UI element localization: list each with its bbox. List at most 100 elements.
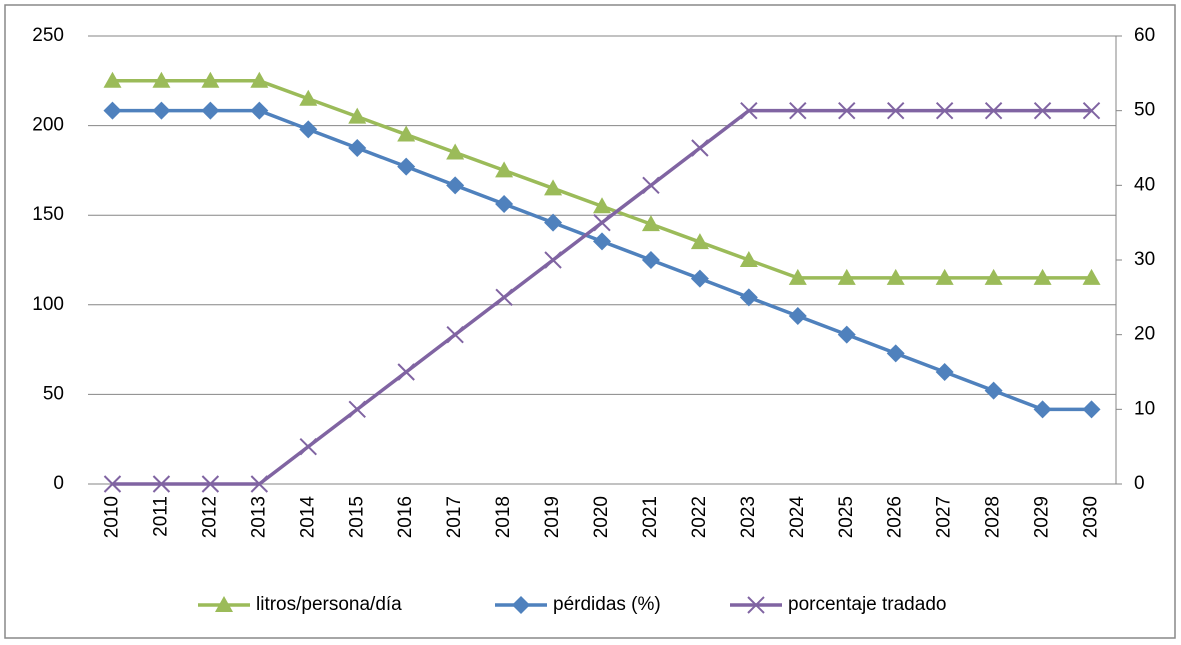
x-tick-label: 2025 [836, 496, 857, 538]
marker-diamond [690, 269, 709, 288]
y2-tick-label: 0 [1134, 473, 1145, 494]
marker-diamond [837, 325, 856, 344]
marker-diamond [446, 176, 465, 195]
x-tick-label: 2016 [395, 496, 416, 538]
x-tick-label: 2018 [493, 496, 514, 538]
y-tick-label: 100 [32, 294, 64, 315]
marker-diamond [299, 120, 318, 139]
marker-triangle [495, 161, 514, 178]
marker-diamond [739, 288, 758, 307]
marker-triangle [397, 125, 416, 142]
marker-diamond [984, 381, 1003, 400]
x-tick-label: 2029 [1032, 496, 1053, 538]
marker-x [1082, 101, 1101, 120]
marker-x [299, 437, 317, 456]
y2-tick-label: 10 [1134, 398, 1155, 419]
marker-triangle [788, 268, 807, 285]
marker-diamond [1082, 400, 1101, 419]
marker-triangle [690, 233, 709, 250]
marker-x [397, 363, 415, 381]
marker-triangle [641, 215, 660, 232]
marker-triangle [1082, 268, 1101, 285]
x-tick-label: 2013 [248, 496, 269, 538]
x-tick-label: 2026 [885, 496, 906, 538]
marker-x [348, 400, 366, 419]
marker-x [103, 475, 122, 493]
legend-label: porcentaje tradado [788, 594, 946, 615]
x-tick-label: 2022 [689, 496, 710, 538]
y-tick-label: 150 [32, 204, 64, 225]
marker-diamond [201, 101, 220, 120]
x-tick-label: 2030 [1081, 496, 1102, 538]
marker-diamond [641, 251, 660, 269]
marker-x [201, 475, 220, 493]
legend-label: pérdidas (%) [553, 594, 661, 615]
x-tick-label: 2027 [934, 496, 955, 538]
x-tick-label: 2024 [787, 496, 808, 539]
marker-x [691, 139, 709, 157]
marker-diamond [593, 232, 611, 251]
marker-diamond [495, 195, 514, 213]
x-tick-label: 2020 [591, 496, 612, 538]
y2-tick-label: 50 [1134, 100, 1155, 121]
marker-triangle [739, 251, 758, 267]
marker-triangle [984, 268, 1003, 285]
y2-tick-label: 20 [1134, 324, 1155, 345]
marker-diamond [1033, 400, 1052, 419]
marker-triangle [201, 71, 220, 88]
x-tick-label: 2023 [738, 496, 759, 538]
x-tick-label: 2011 [150, 496, 171, 537]
y2-tick-label: 60 [1134, 25, 1155, 46]
y2-tick-label: 40 [1134, 174, 1155, 195]
x-tick-label: 2021 [640, 496, 661, 538]
marker-diamond [788, 307, 807, 325]
marker-triangle [1033, 268, 1052, 285]
marker-x [1033, 101, 1052, 120]
x-tick-label: 2014 [297, 496, 318, 539]
x-tick-label: 2028 [983, 496, 1004, 538]
marker-x [887, 101, 905, 120]
marker-triangle [446, 143, 465, 160]
chart-border [4, 4, 1176, 639]
marker-triangle [152, 71, 171, 88]
marker-triangle [935, 268, 954, 285]
marker-diamond [250, 101, 269, 120]
x-tick-label: 2017 [444, 496, 465, 538]
marker-x [446, 325, 464, 344]
x-tick-label: 2010 [101, 496, 122, 538]
marker-x [642, 176, 660, 195]
legend-marker [512, 596, 530, 614]
marker-triangle [593, 197, 611, 214]
marker-triangle [837, 268, 856, 285]
marker-diamond [397, 157, 416, 176]
x-tick-label: 2015 [346, 496, 367, 538]
marker-diamond [544, 213, 563, 232]
y-tick-label: 250 [32, 25, 64, 46]
y-tick-label: 200 [32, 115, 64, 136]
marker-x [740, 101, 758, 120]
marker-triangle [299, 89, 318, 106]
marker-triangle [544, 179, 563, 196]
marker-triangle [348, 107, 367, 124]
x-tick-label: 2019 [542, 496, 563, 538]
marker-x [495, 288, 513, 307]
marker-x [593, 213, 611, 232]
marker-diamond [348, 139, 367, 157]
x-tick-label: 2012 [199, 496, 220, 538]
marker-x [935, 101, 954, 120]
marker-x [984, 101, 1003, 120]
legend-marker [215, 596, 233, 612]
marker-triangle [103, 71, 122, 88]
marker-x [152, 475, 171, 493]
y-tick-label: 0 [53, 473, 64, 494]
y2-tick-label: 30 [1134, 249, 1155, 270]
marker-diamond [886, 344, 905, 363]
legend-marker [747, 596, 765, 614]
marker-x [789, 101, 807, 120]
marker-diamond [103, 101, 122, 120]
marker-x [544, 251, 562, 269]
marker-diamond [152, 101, 171, 120]
marker-x [250, 475, 269, 493]
marker-x [838, 101, 856, 120]
